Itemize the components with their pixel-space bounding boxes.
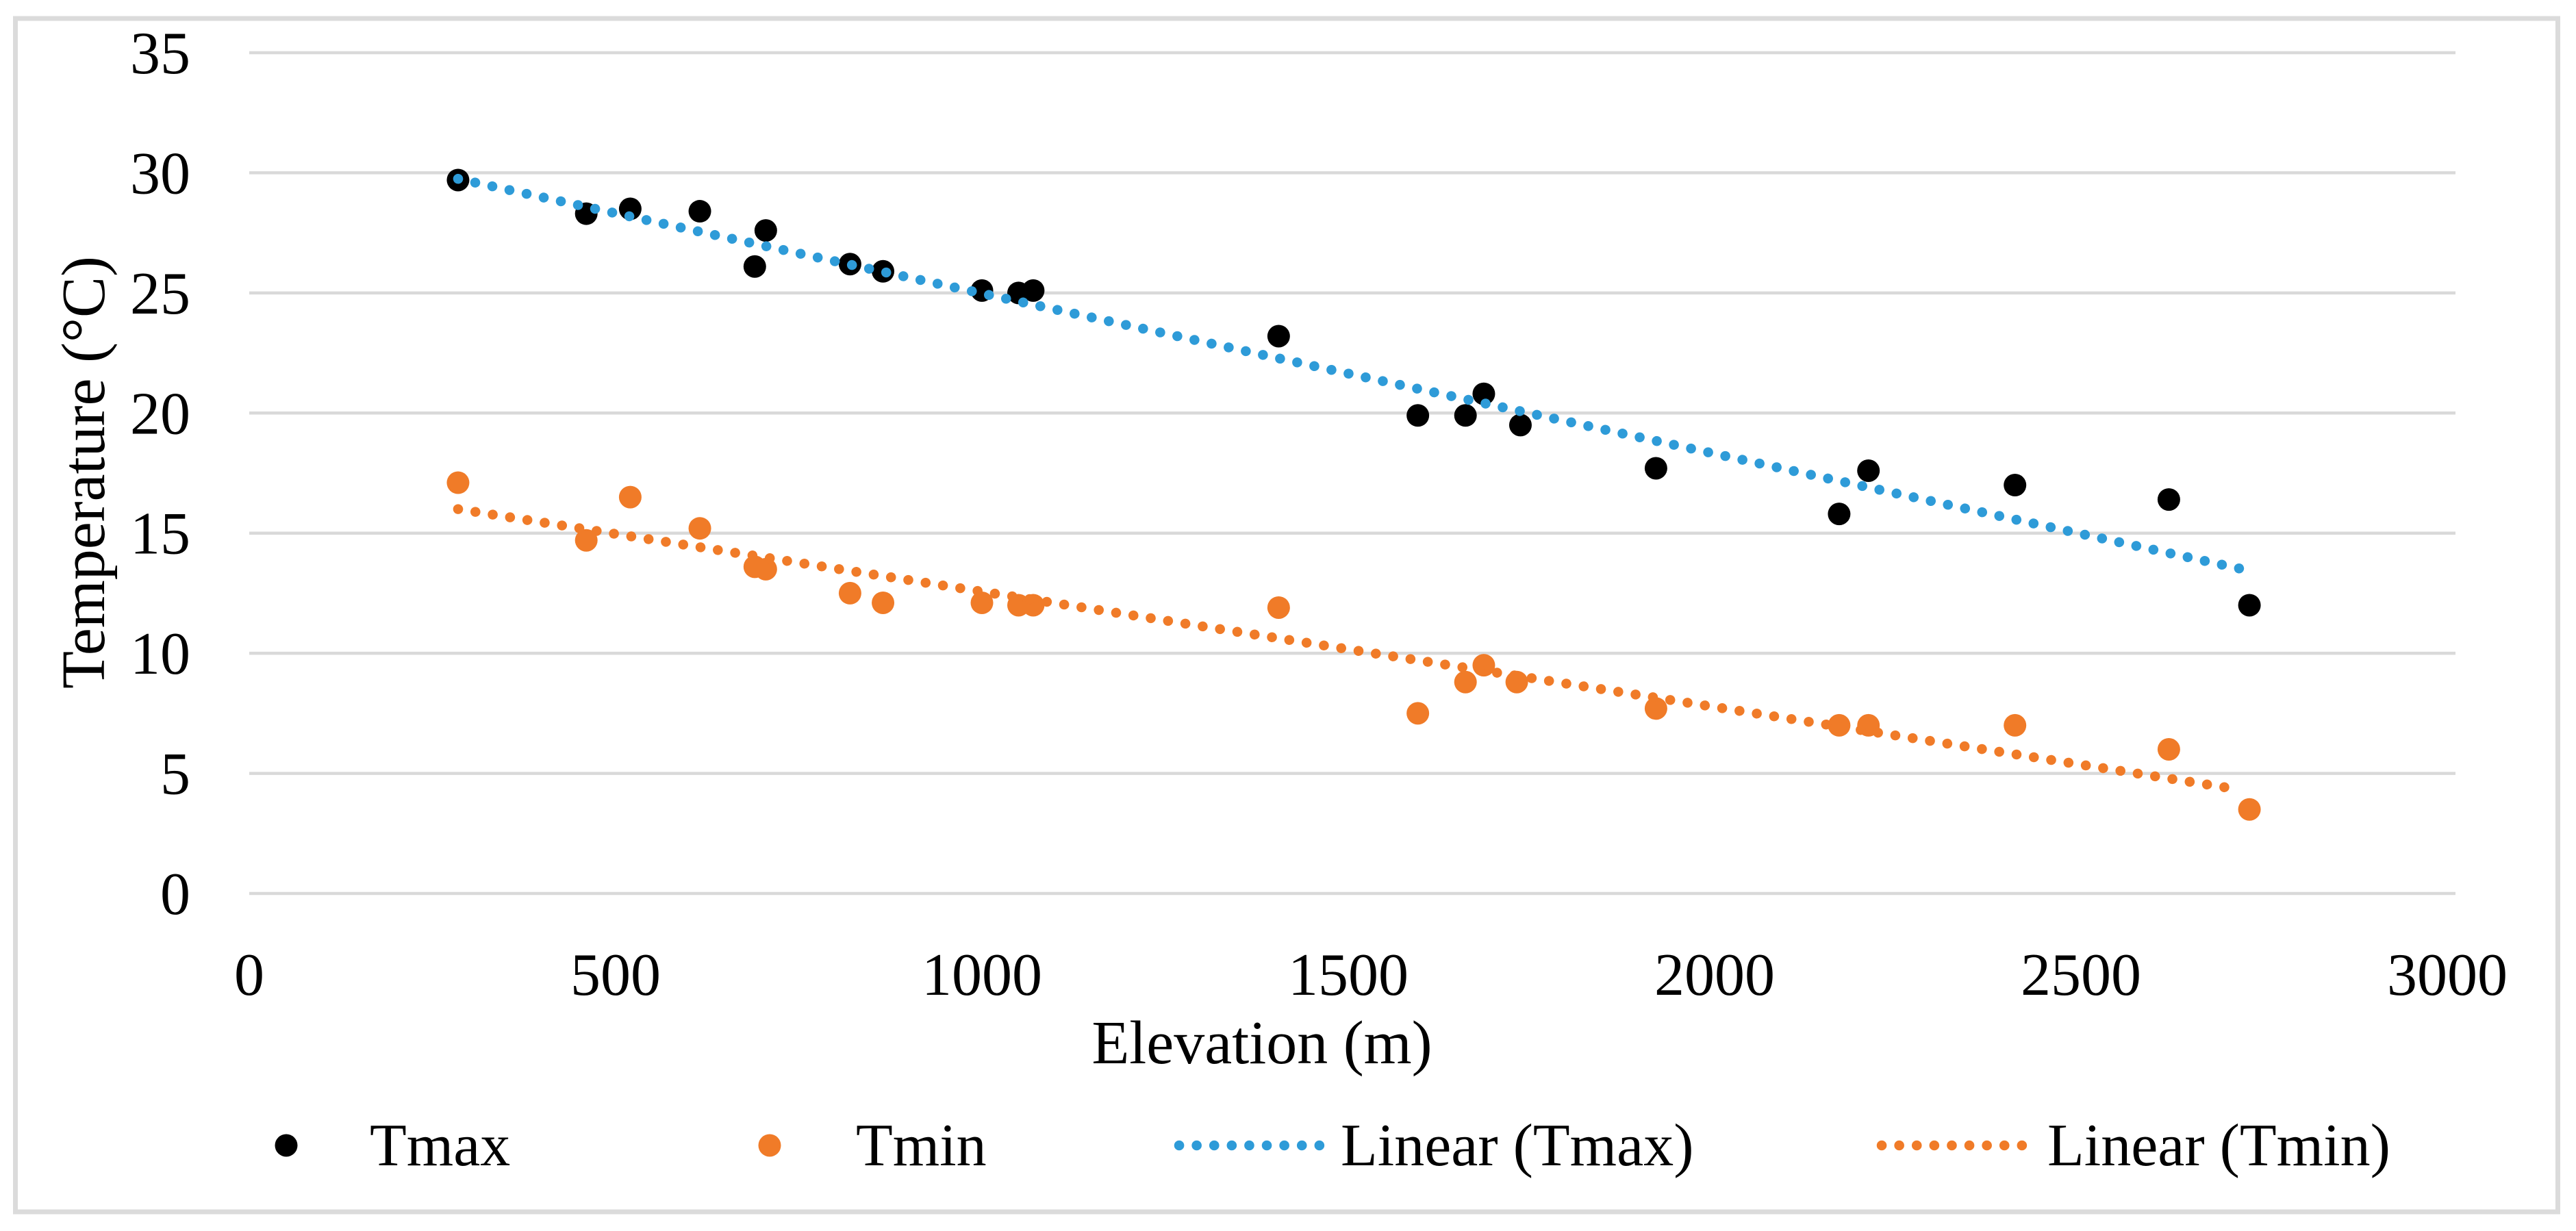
x-tick-label: 2500 — [2021, 942, 2141, 1008]
tmax-point — [1406, 404, 1430, 427]
legend-item-linear-tmin: Linear (Tmin) — [1876, 1113, 2390, 1179]
tmax-point — [1508, 414, 1532, 437]
tmin-point — [754, 557, 777, 581]
tmin-point — [574, 529, 598, 552]
y-tick-label: 15 — [130, 501, 190, 568]
tmin-point — [2238, 798, 2261, 821]
x-tick-label: 0 — [234, 942, 264, 1008]
tmin-series — [446, 471, 2261, 821]
tmin-trendline — [453, 504, 2241, 794]
linear-tmin-dotted-line — [453, 504, 2241, 794]
y-tick-label: 25 — [130, 261, 190, 327]
gridlines — [249, 51, 2455, 896]
tmin-point — [970, 591, 994, 614]
tmax-point — [2004, 474, 2027, 497]
tmax-point — [1454, 404, 1477, 427]
tmax-point — [1022, 279, 1045, 302]
x-tick-label: 1500 — [1288, 942, 1409, 1008]
legend-label-tmax: Tmax — [370, 1113, 510, 1179]
tmin-point — [2004, 713, 2027, 737]
linear-tmax-dotted-line — [453, 173, 2253, 576]
tmin-point — [1644, 697, 1667, 720]
x-tick-label: 2000 — [1654, 942, 1775, 1008]
x-tick-label: 3000 — [2387, 942, 2508, 1008]
legend-item-linear-tmax: Linear (Tmax) — [1174, 1113, 1694, 1179]
tmax-point — [1472, 382, 1495, 405]
y-tick-label: 5 — [160, 741, 190, 808]
tmin-legend-marker-icon — [758, 1134, 781, 1157]
y-tick-label: 35 — [130, 21, 190, 87]
tmax-point — [1828, 503, 1851, 526]
y-axis-tick-labels: 0 5 10 15 20 25 30 35 — [130, 21, 190, 928]
x-tick-label: 500 — [570, 942, 661, 1008]
legend: Tmax Tmin Linear (Tmax) Linear (Tmin) — [275, 1113, 2390, 1179]
figure-border — [13, 16, 2560, 1215]
tmin-point — [446, 471, 470, 494]
tmin-point — [618, 485, 642, 509]
tmax-series — [446, 168, 2261, 617]
tmin-point — [1472, 654, 1495, 677]
tmax-point — [1857, 459, 1880, 482]
tmax-point — [2157, 488, 2180, 511]
x-axis-tick-labels: 0 500 1000 1500 2000 2500 3000 — [234, 942, 2508, 1008]
y-tick-label: 10 — [130, 621, 190, 687]
tmin-point — [2157, 737, 2180, 761]
tmax-point — [618, 197, 642, 220]
tmax-point — [688, 200, 711, 223]
tmin-point — [1267, 596, 1290, 619]
legend-label-tmin: Tmin — [856, 1113, 987, 1179]
tmax-point — [1644, 457, 1667, 480]
tmax-point — [1267, 325, 1290, 348]
y-tick-label: 30 — [130, 140, 190, 207]
tmax-point — [743, 255, 766, 278]
tmin-point — [1406, 702, 1430, 725]
x-axis-title: Elevation (m) — [1091, 1009, 1432, 1077]
y-tick-label: 0 — [160, 861, 190, 928]
legend-label-linear-tmin: Linear (Tmin) — [2047, 1113, 2390, 1179]
legend-item-tmax: Tmax — [275, 1113, 510, 1179]
legend-label-linear-tmax: Linear (Tmax) — [1341, 1113, 1694, 1179]
tmax-legend-marker-icon — [275, 1134, 298, 1157]
tmin-point — [838, 581, 861, 605]
x-tick-label: 1000 — [922, 942, 1042, 1008]
tmax-point — [2238, 594, 2261, 617]
y-tick-label: 20 — [130, 381, 190, 447]
tmin-point — [872, 591, 895, 614]
tmin-point — [1454, 670, 1477, 694]
y-axis-title: Temperature (°C) — [50, 256, 118, 689]
legend-item-tmin: Tmin — [758, 1113, 987, 1179]
tmax-point — [754, 219, 777, 242]
tmin-point — [688, 517, 711, 540]
tmax-trendline — [453, 173, 2253, 576]
